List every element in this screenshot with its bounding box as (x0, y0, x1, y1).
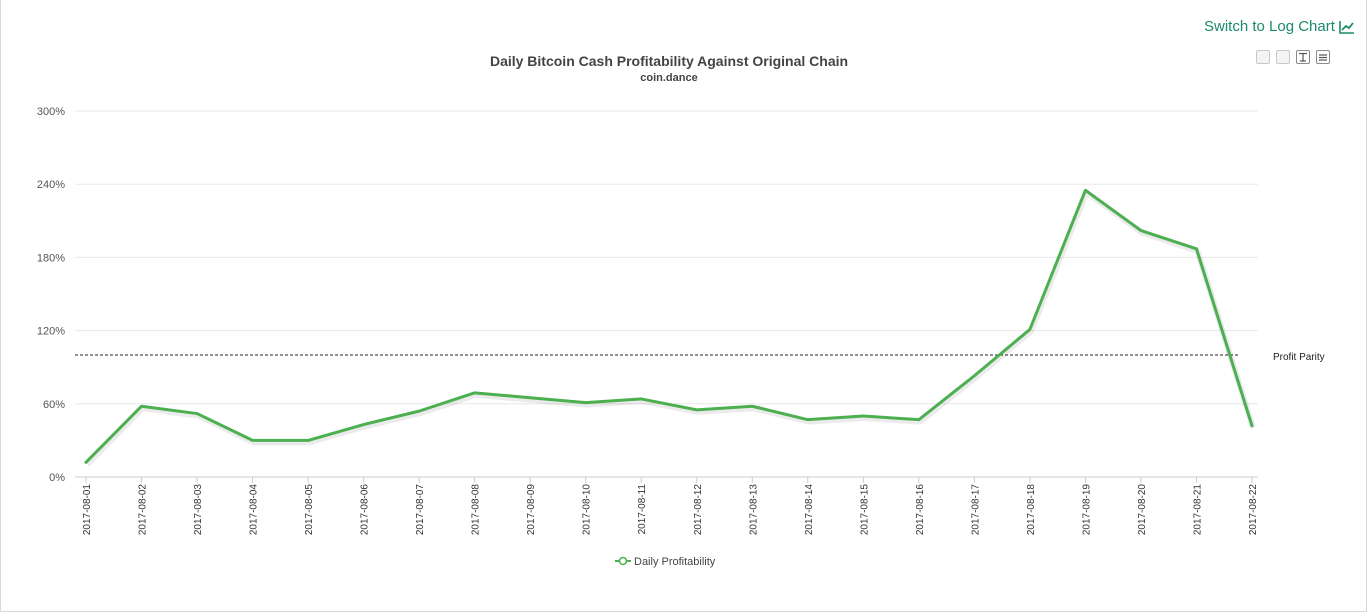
line-chart-icon (1339, 20, 1354, 34)
data-point (194, 411, 200, 417)
reset-zoom-icon[interactable] (1276, 50, 1290, 64)
profit-parity-line: Profit Parity (75, 352, 1325, 363)
x-tick-label: 2017-08-20 (1137, 484, 1148, 536)
y-axis: 0% 60% 120% 180% 240% 300% (37, 106, 65, 484)
x-tick-label: 2017-08-02 (138, 484, 149, 536)
y-tick-label: 120% (37, 326, 65, 338)
chart-title: Daily Bitcoin Cash Profitability Against… (490, 53, 848, 69)
y-tick-label: 60% (43, 399, 65, 411)
data-point (1138, 228, 1144, 234)
y-tick-label: 180% (37, 252, 65, 264)
data-point (583, 400, 589, 406)
x-tick-label: 2017-08-12 (693, 484, 704, 536)
annotate-icon[interactable] (1296, 50, 1310, 64)
series-line[interactable] (84, 188, 1254, 464)
data-point (1249, 423, 1255, 429)
data-point (638, 396, 644, 402)
data-point (472, 390, 478, 396)
x-tick-label: 2017-08-16 (915, 484, 926, 536)
data-point (139, 403, 145, 409)
data-point (305, 437, 311, 443)
x-tick-label: 2017-08-04 (249, 484, 260, 536)
x-tick-label: 2017-08-21 (1192, 484, 1203, 536)
y-tick-label: 0% (49, 472, 65, 484)
x-tick-label: 2017-08-06 (360, 484, 371, 536)
legend-marker-icon (618, 556, 628, 566)
x-tick-label: 2017-08-05 (304, 484, 315, 536)
data-point (916, 417, 922, 423)
log-link-label: Switch to Log Chart (1204, 18, 1335, 35)
y-tick-label: 300% (37, 106, 65, 118)
profit-parity-label: Profit Parity (1273, 352, 1325, 363)
x-tick-label: 2017-08-18 (1026, 484, 1037, 536)
x-axis: 2017-08-01 2017-08-02 2017-08-03 2017-08-04… (82, 477, 1259, 535)
x-tick-label: 2017-08-13 (748, 484, 759, 536)
x-tick-label: 2017-08-14 (804, 484, 815, 536)
zoom-icon[interactable] (1256, 50, 1270, 64)
data-point (805, 417, 811, 423)
series-shadow (84, 189, 1256, 467)
x-tick-label: 2017-08-03 (193, 484, 204, 536)
data-point (361, 422, 367, 428)
data-point (971, 373, 977, 379)
menu-icon[interactable] (1316, 50, 1330, 64)
x-tick-label: 2017-08-19 (1081, 484, 1092, 536)
y-tick-label: 240% (37, 179, 65, 191)
x-tick-label: 2017-08-15 (859, 484, 870, 536)
switch-to-log-chart-link[interactable]: Switch to Log Chart (1204, 18, 1355, 35)
chart-subtitle: coin.dance (640, 72, 697, 84)
data-point (1082, 187, 1088, 193)
data-point (1193, 246, 1199, 252)
x-tick-label: 2017-08-09 (526, 484, 537, 536)
data-point (250, 437, 256, 443)
data-point (749, 403, 755, 409)
data-point (83, 459, 89, 465)
data-point (694, 407, 700, 413)
x-tick-label: 2017-08-17 (970, 484, 981, 536)
data-point (416, 408, 422, 414)
data-point (860, 413, 866, 419)
x-tick-label: 2017-08-10 (582, 484, 593, 536)
data-point (1027, 326, 1033, 332)
x-tick-label: 2017-08-11 (637, 484, 648, 535)
x-tick-label: 2017-08-08 (471, 484, 482, 536)
series-daily-profitability[interactable] (83, 187, 1256, 467)
legend[interactable]: Daily Profitability (615, 556, 716, 568)
grid-lines (75, 110, 1258, 478)
data-point (527, 395, 533, 401)
x-tick-label: 2017-08-01 (82, 484, 93, 536)
x-tick-label: 2017-08-22 (1248, 484, 1259, 536)
x-tick-label: 2017-08-07 (415, 484, 426, 536)
legend-label: Daily Profitability (634, 556, 716, 568)
